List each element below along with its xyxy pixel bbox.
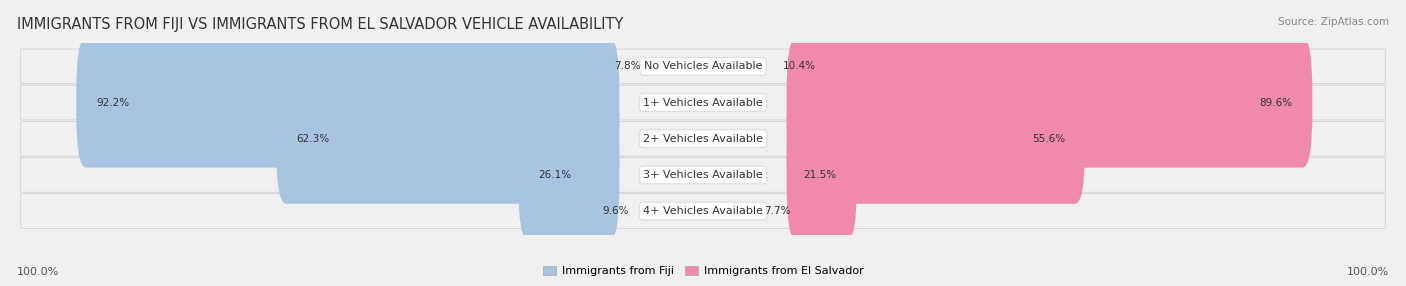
FancyBboxPatch shape: [276, 74, 620, 204]
Text: 21.5%: 21.5%: [804, 170, 837, 180]
Text: 4+ Vehicles Available: 4+ Vehicles Available: [643, 206, 763, 216]
Text: 7.7%: 7.7%: [765, 206, 792, 216]
FancyBboxPatch shape: [21, 49, 1385, 84]
Text: 89.6%: 89.6%: [1260, 98, 1292, 108]
FancyBboxPatch shape: [786, 37, 1312, 168]
FancyBboxPatch shape: [76, 37, 620, 168]
Text: 100.0%: 100.0%: [1347, 267, 1389, 277]
Text: 9.6%: 9.6%: [602, 206, 628, 216]
Text: 55.6%: 55.6%: [1032, 134, 1064, 144]
FancyBboxPatch shape: [21, 194, 1385, 229]
Text: No Vehicles Available: No Vehicles Available: [644, 61, 762, 72]
Legend: Immigrants from Fiji, Immigrants from El Salvador: Immigrants from Fiji, Immigrants from El…: [538, 261, 868, 281]
Text: 2+ Vehicles Available: 2+ Vehicles Available: [643, 134, 763, 144]
FancyBboxPatch shape: [21, 121, 1385, 156]
FancyBboxPatch shape: [21, 85, 1385, 120]
Text: 3+ Vehicles Available: 3+ Vehicles Available: [643, 170, 763, 180]
Text: 1+ Vehicles Available: 1+ Vehicles Available: [643, 98, 763, 108]
FancyBboxPatch shape: [786, 110, 856, 240]
Text: 100.0%: 100.0%: [17, 267, 59, 277]
Text: 10.4%: 10.4%: [783, 61, 815, 72]
FancyBboxPatch shape: [519, 110, 620, 240]
FancyBboxPatch shape: [786, 74, 1085, 204]
Text: 92.2%: 92.2%: [97, 98, 129, 108]
Text: 7.8%: 7.8%: [614, 61, 641, 72]
Text: 26.1%: 26.1%: [538, 170, 572, 180]
Text: Source: ZipAtlas.com: Source: ZipAtlas.com: [1278, 17, 1389, 27]
FancyBboxPatch shape: [21, 158, 1385, 192]
Text: 62.3%: 62.3%: [297, 134, 329, 144]
Text: IMMIGRANTS FROM FIJI VS IMMIGRANTS FROM EL SALVADOR VEHICLE AVAILABILITY: IMMIGRANTS FROM FIJI VS IMMIGRANTS FROM …: [17, 17, 623, 32]
